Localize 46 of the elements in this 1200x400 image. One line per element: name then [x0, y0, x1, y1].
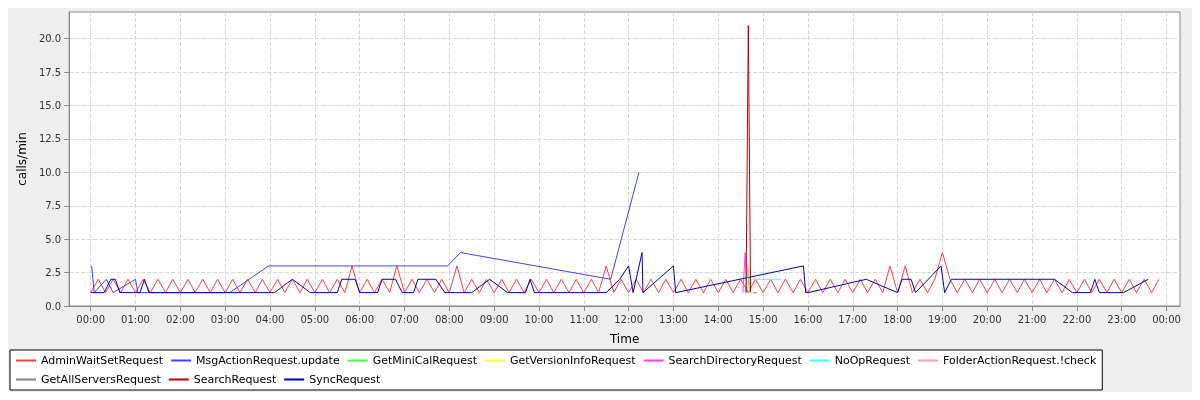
- x-tick-label: 14:00: [703, 313, 733, 325]
- x-tick-label: 10:00: [524, 313, 554, 325]
- legend-label: FolderActionRequest.!check: [943, 354, 1097, 367]
- x-tick-label: 11:00: [569, 313, 599, 325]
- y-tick-label: 0.0: [45, 300, 62, 312]
- x-tick-label: 02:00: [165, 313, 195, 325]
- x-tick-label: 19:00: [928, 313, 957, 325]
- x-tick-label: 12:00: [614, 313, 644, 325]
- legend-label: GetAllServersRequest: [41, 373, 162, 386]
- x-tick-label: 17:00: [838, 313, 868, 325]
- x-tick-label: 03:00: [210, 313, 240, 325]
- x-tick-label: 20:00: [972, 313, 1002, 325]
- x-tick-label: 15:00: [748, 313, 778, 325]
- x-tick-label: 09:00: [479, 313, 509, 325]
- y-tick-label: 7.5: [45, 200, 62, 212]
- y-axis-title: calls/min: [15, 132, 29, 186]
- legend-label: GetMiniCalRequest: [372, 354, 478, 367]
- x-tick-label: 16:00: [793, 313, 823, 325]
- y-tick-label: 2.5: [45, 267, 62, 279]
- legend-label: MsgActionRequest.update: [196, 354, 340, 367]
- x-tick-label: 13:00: [659, 313, 688, 325]
- y-tick-label: 10.0: [38, 166, 62, 178]
- y-tick-label: 15.0: [38, 100, 62, 112]
- legend-label: GetVersionInfoRequest: [510, 354, 637, 367]
- legend-label: AdminWaitSetRequest: [41, 354, 164, 367]
- legend-label: SearchDirectoryRequest: [668, 354, 803, 367]
- y-tick-label: 17.5: [38, 66, 62, 78]
- x-tick-label: 04:00: [255, 313, 285, 325]
- x-tick-label: 21:00: [1017, 313, 1047, 325]
- x-tick-label: 05:00: [300, 313, 330, 325]
- x-tick-label: 01:00: [121, 313, 150, 325]
- y-tick-label: 20.0: [38, 33, 62, 45]
- x-tick-label: 00:00: [76, 313, 106, 325]
- legend-label: SearchRequest: [193, 373, 277, 386]
- x-tick-label: 06:00: [345, 313, 375, 325]
- x-tick-label: 00:00: [1152, 313, 1181, 325]
- y-tick-label: 5.0: [45, 233, 62, 245]
- x-tick-label: 08:00: [434, 313, 464, 325]
- x-axis-title: Time: [608, 332, 640, 346]
- x-tick-label: 18:00: [883, 313, 912, 325]
- x-tick-label: 23:00: [1107, 313, 1137, 325]
- legend-label: SyncRequest: [309, 373, 382, 386]
- legend-label: NoOpRequest: [834, 354, 911, 367]
- x-tick-label: 22:00: [1062, 313, 1092, 325]
- x-tick-label: 07:00: [390, 313, 419, 325]
- y-tick-label: 12.5: [38, 133, 62, 145]
